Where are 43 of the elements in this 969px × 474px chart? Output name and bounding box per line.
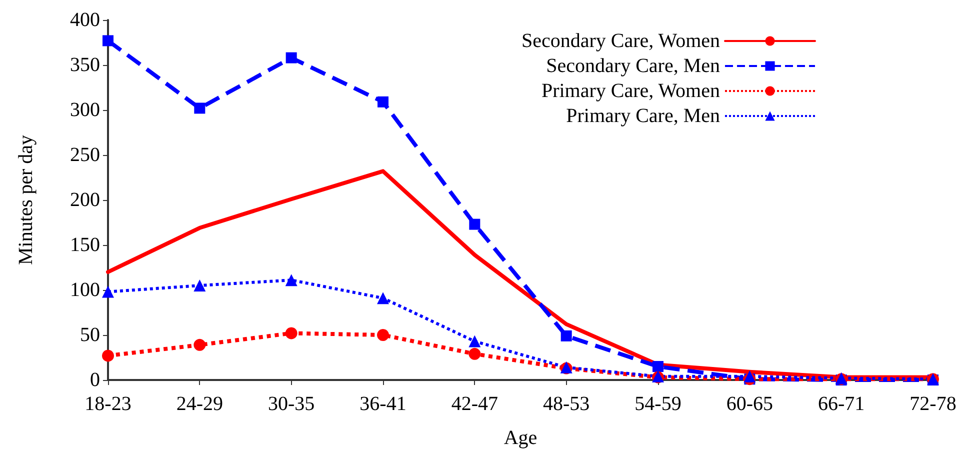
y-tick-label: 0 [90, 369, 100, 391]
y-axis-title: Minutes per day [15, 135, 37, 265]
y-tick-label: 400 [70, 9, 100, 31]
point [468, 348, 481, 360]
point [744, 370, 756, 382]
point [285, 274, 298, 286]
y-tick-label: 300 [70, 99, 100, 121]
point [194, 280, 206, 292]
point [194, 102, 206, 114]
point [560, 330, 572, 342]
point [652, 361, 664, 372]
x-tick-label: 66-71 [818, 393, 865, 415]
x-tick-label: 18-23 [84, 393, 132, 415]
point [377, 292, 389, 304]
y-tick-label: 250 [70, 144, 100, 166]
point [286, 52, 297, 64]
x-tick-label: 24-29 [176, 393, 224, 415]
y-tick-label: 350 [70, 54, 100, 76]
legend-label: Secondary Care, Men [546, 55, 720, 77]
point [468, 335, 481, 348]
x-tick-label: 72-78 [910, 393, 956, 415]
point [285, 327, 298, 340]
point [377, 329, 389, 341]
x-tick-label: 36-41 [360, 393, 406, 415]
point [102, 350, 114, 362]
y-tick-label: 200 [70, 189, 100, 211]
point [469, 218, 480, 230]
x-tick-label: 54-59 [634, 393, 682, 415]
x-axis-title: Age [504, 427, 538, 449]
legend-label: Secondary Care, Women [521, 30, 720, 52]
point [378, 96, 388, 108]
point [194, 338, 206, 351]
y-tick-label: 50 [80, 324, 100, 346]
y-tick-label: 100 [70, 279, 100, 301]
x-tick-label: 30-35 [268, 393, 315, 415]
x-tick-label: 48-53 [542, 393, 590, 415]
y-tick-label: 150 [70, 234, 100, 256]
point [102, 286, 114, 298]
point [102, 35, 114, 46]
x-tick-label: 42-47 [451, 393, 498, 415]
x-tick-label: 60-65 [726, 393, 774, 415]
legend-label: Primary Care, Women [541, 80, 720, 102]
legend-label: Primary Care, Men [566, 105, 720, 127]
